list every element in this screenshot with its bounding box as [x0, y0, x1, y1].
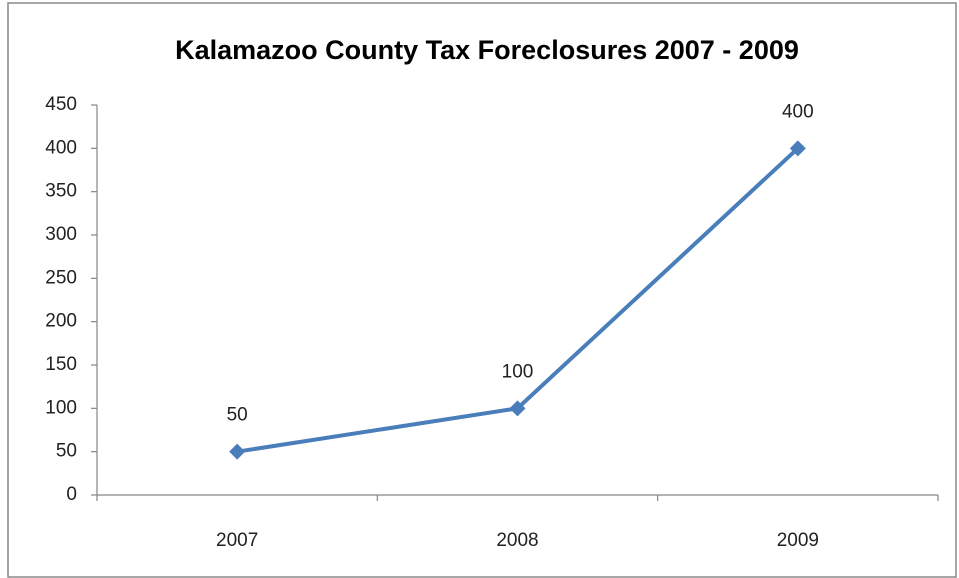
- x-tick-label: 2007: [216, 530, 258, 551]
- data-label: 400: [782, 101, 814, 122]
- data-label: 50: [227, 405, 248, 426]
- data-label: 100: [502, 361, 534, 382]
- x-tick-label: 2009: [777, 530, 819, 551]
- marker: [229, 443, 246, 460]
- chart-border: [7, 2, 957, 578]
- y-tick-label: 250: [45, 267, 77, 288]
- y-tick-label: 200: [45, 311, 77, 332]
- y-tick-label: 350: [45, 181, 77, 202]
- marker: [509, 400, 526, 417]
- y-tick-label: 100: [45, 397, 77, 418]
- marker: [789, 140, 806, 157]
- x-tick-label: 2008: [496, 530, 538, 551]
- y-tick-label: 400: [45, 137, 77, 158]
- y-tick-label: 150: [45, 354, 77, 375]
- y-tick-label: 50: [56, 441, 77, 462]
- y-tick-label: 0: [66, 484, 77, 505]
- chart-title: Kalamazoo County Tax Foreclosures 2007 -…: [175, 35, 799, 65]
- y-tick-label: 450: [45, 94, 77, 115]
- y-tick-label: 300: [45, 224, 77, 245]
